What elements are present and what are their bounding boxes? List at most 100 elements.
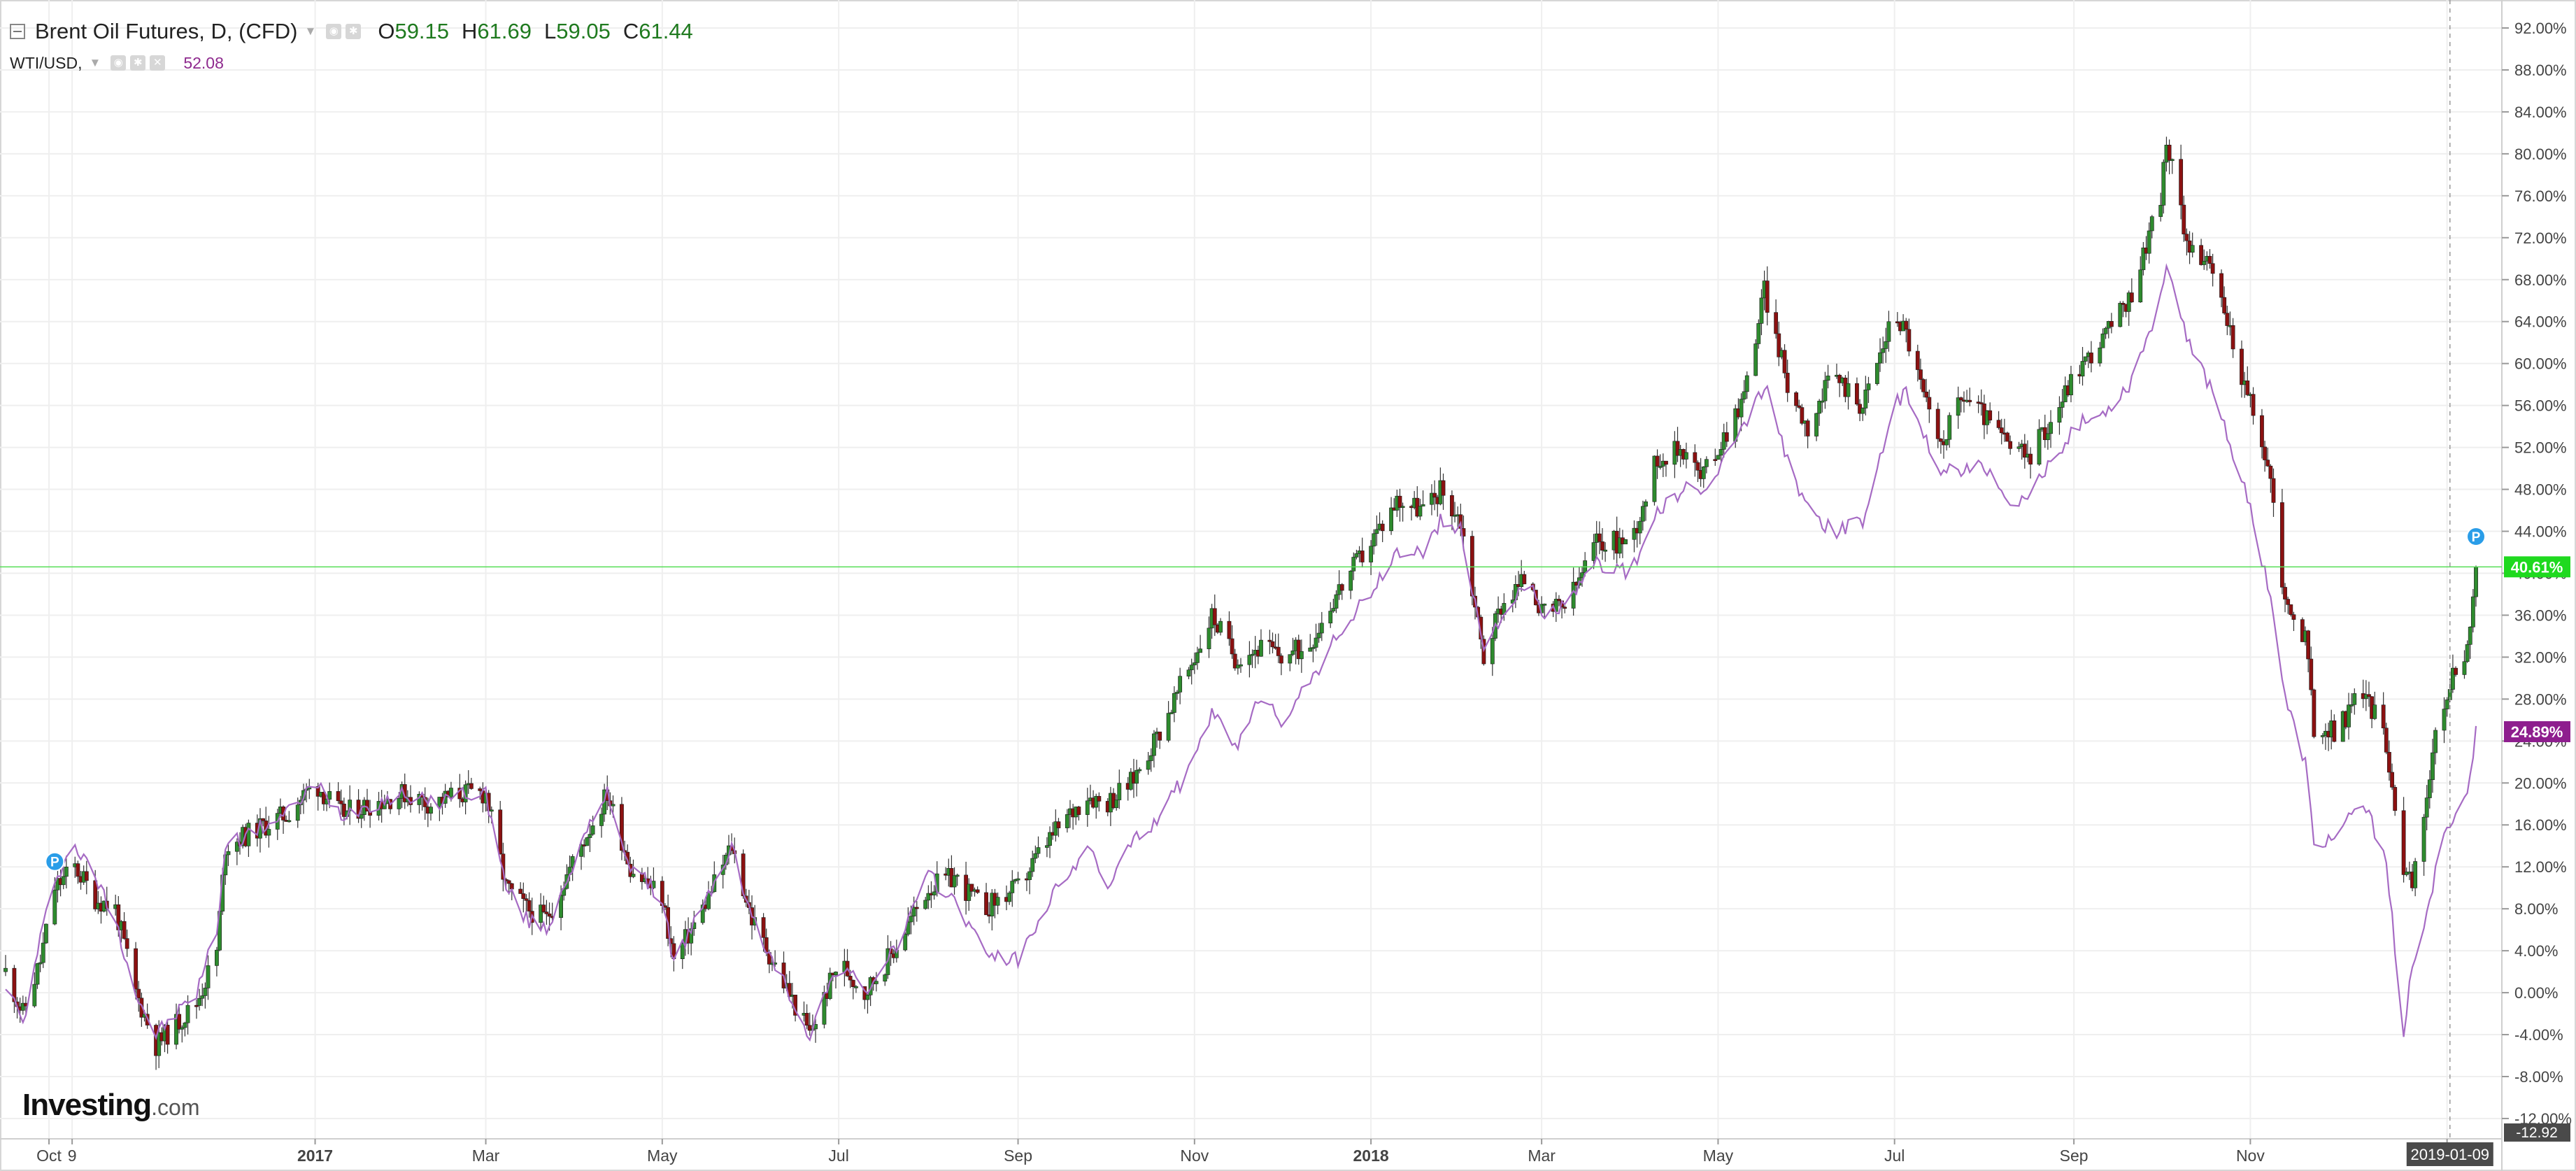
candle-body xyxy=(1085,800,1090,815)
candle-body xyxy=(2222,297,2227,313)
candle-body xyxy=(1195,652,1200,663)
candle-body xyxy=(1247,655,1252,665)
candle-body xyxy=(197,998,202,1006)
low-key: L xyxy=(544,19,557,43)
main-series-title[interactable]: Brent Oil Futures, D, (CFD) xyxy=(35,19,298,43)
candle-body xyxy=(1148,755,1153,761)
candle-body xyxy=(1915,350,1920,370)
candle-body xyxy=(215,949,219,966)
close-icon[interactable]: ✕ xyxy=(150,55,166,71)
candle-body xyxy=(1178,676,1183,693)
candle-body xyxy=(1158,731,1162,741)
compare-series-legend[interactable]: WTI/USD, ▼ ◉ ✱ ✕ 52.08 xyxy=(10,50,693,76)
candle-body xyxy=(443,790,448,804)
candle-body xyxy=(2129,292,2134,303)
candle-body xyxy=(506,880,511,884)
candle-body xyxy=(1056,821,1061,828)
candle-body xyxy=(1744,375,1749,392)
candle-body xyxy=(1603,549,1608,552)
investing-logo: Investing.com xyxy=(22,1088,200,1123)
candle-body xyxy=(585,837,590,846)
candle-body xyxy=(2098,347,2102,364)
candle-body xyxy=(35,963,40,985)
candle-body xyxy=(2462,661,2467,675)
candle-body xyxy=(2008,441,2013,449)
compare-series-title[interactable]: WTI/USD, xyxy=(10,53,83,72)
candle-body xyxy=(2470,596,2475,627)
chevron-down-icon[interactable]: ▼ xyxy=(89,56,101,69)
candle-body xyxy=(1904,320,1909,330)
candle-body xyxy=(1030,858,1035,872)
candle-body xyxy=(2109,321,2114,327)
candle-body xyxy=(478,788,483,791)
candle-body xyxy=(1351,557,1356,572)
candle-body xyxy=(2251,394,2256,416)
candle-body xyxy=(1397,495,1402,508)
candle-body xyxy=(1591,542,1596,561)
candle-body xyxy=(1380,523,1385,532)
eye-icon[interactable]: ◉ xyxy=(326,24,342,39)
eye-icon[interactable]: ◉ xyxy=(111,55,127,71)
event-marker[interactable] xyxy=(2466,527,2486,547)
x-tick-label: 2018 xyxy=(1353,1147,1389,1165)
candle-body xyxy=(2381,704,2386,729)
candle-body xyxy=(2037,429,2042,464)
y-tick-label: 80.00% xyxy=(2514,146,2567,163)
gear-icon[interactable]: ✱ xyxy=(130,55,146,71)
candle-body xyxy=(1175,692,1179,694)
candle-body xyxy=(2289,604,2293,615)
candle-body xyxy=(2170,159,2175,162)
candle-body xyxy=(1522,574,1527,585)
candle-body xyxy=(261,818,265,821)
candle-body xyxy=(1785,372,1790,393)
candle-body xyxy=(177,1014,182,1030)
candle-body xyxy=(2367,694,2371,697)
candle-body xyxy=(1999,427,2004,434)
candle-body xyxy=(1232,653,1237,669)
candle-body xyxy=(1276,646,1281,656)
candle-body xyxy=(2219,273,2223,298)
candle-body xyxy=(84,871,89,881)
candle-body xyxy=(804,1013,809,1026)
candle-body xyxy=(559,895,563,918)
high-key: H xyxy=(462,19,478,43)
price-axis[interactable]: 92.00% 88.00% 84.00% 80.00% 76.00% 72.00% 68.0… xyxy=(2502,20,2572,1142)
candle-body xyxy=(1617,537,1622,554)
candle-body xyxy=(1450,495,1454,517)
x-tick-label: Nov xyxy=(2236,1147,2265,1165)
chevron-down-icon[interactable]: ▼ xyxy=(304,24,317,38)
candle-body xyxy=(2190,245,2195,253)
open-key: O xyxy=(378,19,395,43)
gear-icon[interactable]: ✱ xyxy=(346,24,362,39)
candle-body xyxy=(469,783,474,789)
candle-body xyxy=(1742,391,1746,399)
y-tick-label: 56.00% xyxy=(2514,397,2567,415)
candle-body xyxy=(206,965,211,988)
candle-body xyxy=(41,942,45,963)
candle-body xyxy=(157,1032,162,1056)
y-tick-label: 60.00% xyxy=(2514,355,2567,373)
candle-body xyxy=(2240,348,2244,385)
candle-body xyxy=(1239,664,1243,667)
x-tick-label: Mar xyxy=(472,1147,500,1165)
candle-body xyxy=(1207,627,1211,649)
candle-body xyxy=(1944,439,1949,446)
candle-body xyxy=(1571,581,1576,609)
candle-body xyxy=(1267,639,1272,642)
candle-body xyxy=(1777,333,1781,357)
collapse-legend-button[interactable] xyxy=(10,24,25,39)
candle-body xyxy=(1632,527,1637,540)
candle-body xyxy=(1716,455,1721,460)
candle-body xyxy=(327,791,332,800)
event-marker[interactable] xyxy=(45,851,65,872)
candle-body xyxy=(1739,399,1744,418)
main-series-legend[interactable]: Brent Oil Futures, D, (CFD) ▼ ◉ ✱ O 59.15… xyxy=(10,14,693,49)
y-tick-label: 48.00% xyxy=(2514,481,2567,499)
x-tick-label: May xyxy=(1703,1147,1734,1165)
candle-body xyxy=(761,917,766,938)
candle-body xyxy=(1693,452,1698,463)
time-axis[interactable]: Oct 9 2017 Mar May Jul Sep Nov 2018 Mar May Jul Sep N… xyxy=(36,1139,2493,1166)
candle-body xyxy=(2372,704,2377,719)
